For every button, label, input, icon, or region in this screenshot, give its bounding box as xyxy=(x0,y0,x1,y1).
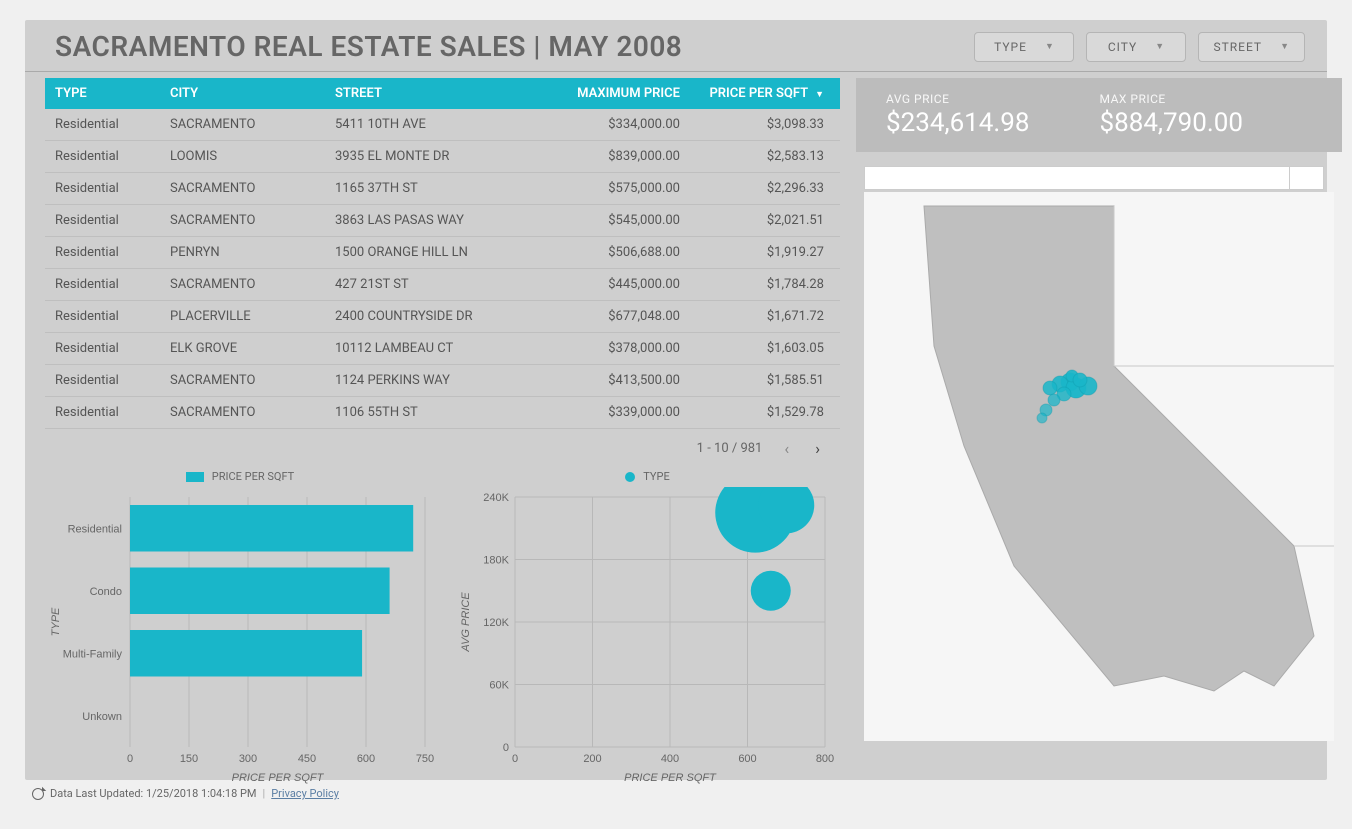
svg-text:Multi-Family: Multi-Family xyxy=(63,648,123,660)
legend-dot xyxy=(625,472,635,482)
svg-text:60K: 60K xyxy=(489,680,509,692)
filter-type[interactable]: TYPE ▼ xyxy=(974,32,1074,62)
svg-text:PRICE PER SQFT: PRICE PER SQFT xyxy=(232,772,325,784)
caret-down-icon: ▼ xyxy=(1045,41,1055,52)
svg-text:300: 300 xyxy=(239,753,257,765)
filter-street[interactable]: STREET ▼ xyxy=(1198,32,1305,62)
table-row[interactable]: ResidentialSACRAMENTO3863 LAS PASAS WAY$… xyxy=(45,205,840,237)
charts-row: PRICE PER SQFT 0 150 300 450 600 750 Residenti… xyxy=(45,470,840,791)
sales-table: TYPE CITY STREET MAXIMUM PRICE PRICE PER… xyxy=(45,78,840,429)
bubble-chart-svg: 0 200 400 600 800 0 60K 120K 180K 240K PRICE PER S… xyxy=(455,487,840,787)
bubble-legend-label: TYPE xyxy=(643,470,669,483)
kpi-max-label: MAX PRICE xyxy=(1099,92,1242,106)
svg-text:150: 150 xyxy=(180,753,198,765)
pager-prev[interactable]: ‹ xyxy=(780,439,793,458)
caret-down-icon: ▼ xyxy=(1155,41,1165,52)
filter-city[interactable]: CITY ▼ xyxy=(1086,32,1186,62)
svg-text:TYPE: TYPE xyxy=(50,607,62,636)
filter-street-label: STREET xyxy=(1213,40,1262,54)
page-title: SACRAMENTO REAL ESTATE SALES | MAY 2008 xyxy=(55,30,682,63)
svg-text:800: 800 xyxy=(816,753,834,765)
svg-text:600: 600 xyxy=(357,753,375,765)
svg-text:180K: 180K xyxy=(483,555,509,567)
map[interactable] xyxy=(856,152,1342,745)
svg-text:400: 400 xyxy=(661,753,679,765)
table-row[interactable]: ResidentialSACRAMENTO1124 PERKINS WAY$41… xyxy=(45,365,840,397)
bar-chart-legend: PRICE PER SQFT xyxy=(45,470,435,483)
col-type[interactable]: TYPE xyxy=(45,78,160,109)
dashboard: SACRAMENTO REAL ESTATE SALES | MAY 2008 … xyxy=(25,20,1327,780)
bubble-chart[interactable]: TYPE 0 200 400 600 800 0 60K 120K 180K 240K PRICE … xyxy=(455,470,840,791)
table-row[interactable]: ResidentialELK GROVE10112 LAMBEAU CT$378… xyxy=(45,333,840,365)
col-street[interactable]: STREET xyxy=(325,78,550,109)
svg-text:240K: 240K xyxy=(483,492,509,504)
sort-desc-icon: ▼ xyxy=(815,90,824,100)
filter-bar: TYPE ▼ CITY ▼ STREET ▼ xyxy=(974,32,1305,62)
svg-text:PRICE PER SQFT: PRICE PER SQFT xyxy=(624,772,717,784)
svg-text:0: 0 xyxy=(127,753,133,765)
footer-updated: Data Last Updated: 1/25/2018 1:04:18 PM xyxy=(50,787,257,800)
legend-swatch xyxy=(186,472,204,482)
table-row[interactable]: ResidentialSACRAMENTO1165 37TH ST$575,00… xyxy=(45,173,840,205)
map-zoom-handle[interactable] xyxy=(1289,167,1323,189)
privacy-link[interactable]: Privacy Policy xyxy=(271,787,339,800)
footer: Data Last Updated: 1/25/2018 1:04:18 PM … xyxy=(32,787,339,800)
kpi-max-value: $884,790.00 xyxy=(1099,108,1242,138)
svg-text:AVG PRICE: AVG PRICE xyxy=(460,592,472,653)
svg-text:Condo: Condo xyxy=(90,586,122,598)
table-header-row: TYPE CITY STREET MAXIMUM PRICE PRICE PER… xyxy=(45,78,840,109)
pager-next[interactable]: › xyxy=(811,439,824,458)
col-max-price[interactable]: MAXIMUM PRICE xyxy=(550,78,690,109)
svg-text:120K: 120K xyxy=(483,617,509,629)
table-row[interactable]: ResidentialSACRAMENTO1106 55TH ST$339,00… xyxy=(45,397,840,429)
map-zoom-slider[interactable] xyxy=(864,166,1324,190)
caret-down-icon: ▼ xyxy=(1280,41,1290,52)
table-row[interactable]: ResidentialSACRAMENTO427 21ST ST$445,000… xyxy=(45,269,840,301)
filter-type-label: TYPE xyxy=(994,40,1027,54)
table-row[interactable]: ResidentialPENRYN1500 ORANGE HILL LN$506… xyxy=(45,237,840,269)
table-row[interactable]: ResidentialLOOMIS3935 EL MONTE DR$839,00… xyxy=(45,141,840,173)
col-city[interactable]: CITY xyxy=(160,78,325,109)
svg-text:450: 450 xyxy=(298,753,316,765)
bubble-chart-legend: TYPE xyxy=(455,470,840,483)
svg-text:0: 0 xyxy=(503,742,509,754)
svg-text:0: 0 xyxy=(512,753,518,765)
content: TYPE CITY STREET MAXIMUM PRICE PRICE PER… xyxy=(25,72,1327,791)
map-svg xyxy=(864,166,1334,741)
table-pager: 1 - 10 / 981 ‹ › xyxy=(45,429,840,464)
kpi-avg-value: $234,614.98 xyxy=(886,108,1029,138)
bar-chart[interactable]: PRICE PER SQFT 0 150 300 450 600 750 Residenti… xyxy=(45,470,435,791)
table-row[interactable]: ResidentialPLACERVILLE2400 COUNTRYSIDE D… xyxy=(45,301,840,333)
svg-text:Unkown: Unkown xyxy=(82,711,122,723)
svg-text:600: 600 xyxy=(738,753,756,765)
kpi-avg-label: AVG PRICE xyxy=(886,92,1029,106)
refresh-icon[interactable] xyxy=(32,788,44,800)
svg-text:Residential: Residential xyxy=(68,523,122,535)
kpi-avg: AVG PRICE $234,614.98 xyxy=(886,92,1029,138)
left-column: TYPE CITY STREET MAXIMUM PRICE PRICE PER… xyxy=(45,78,840,791)
pager-range: 1 - 10 / 981 xyxy=(697,441,763,456)
right-column: AVG PRICE $234,614.98 MAX PRICE $884,790… xyxy=(856,78,1342,791)
col-price-sqft[interactable]: PRICE PER SQFT ▼ xyxy=(690,78,840,109)
header: SACRAMENTO REAL ESTATE SALES | MAY 2008 … xyxy=(25,20,1327,72)
bar-chart-svg: 0 150 300 450 600 750 Residential Condo Multi-Fa… xyxy=(45,487,435,787)
table-body: ResidentialSACRAMENTO5411 10TH AVE$334,0… xyxy=(45,109,840,429)
kpi-max: MAX PRICE $884,790.00 xyxy=(1099,92,1242,138)
kpi-bar: AVG PRICE $234,614.98 MAX PRICE $884,790… xyxy=(856,78,1342,152)
svg-text:750: 750 xyxy=(416,753,434,765)
bar-legend-label: PRICE PER SQFT xyxy=(212,470,294,483)
table-row[interactable]: ResidentialSACRAMENTO5411 10TH AVE$334,0… xyxy=(45,109,840,141)
svg-text:200: 200 xyxy=(583,753,601,765)
filter-city-label: CITY xyxy=(1108,40,1137,54)
